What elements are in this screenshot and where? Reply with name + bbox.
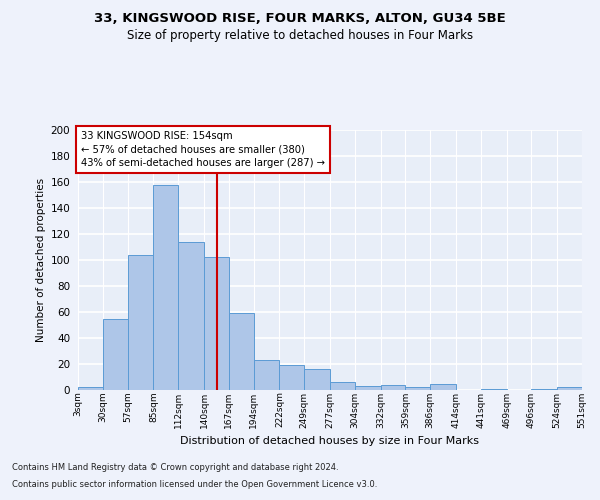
Bar bbox=[229, 314, 254, 390]
Bar bbox=[78, 388, 103, 390]
Y-axis label: Number of detached properties: Number of detached properties bbox=[37, 178, 46, 342]
Text: 33 KINGSWOOD RISE: 154sqm
← 57% of detached houses are smaller (380)
43% of semi: 33 KINGSWOOD RISE: 154sqm ← 57% of detac… bbox=[80, 132, 325, 168]
Text: Contains public sector information licensed under the Open Government Licence v3: Contains public sector information licen… bbox=[12, 480, 377, 489]
Bar bbox=[430, 384, 456, 390]
Bar bbox=[128, 255, 154, 390]
Bar bbox=[254, 360, 280, 390]
Bar bbox=[355, 386, 380, 390]
Bar bbox=[557, 388, 582, 390]
Bar bbox=[103, 318, 128, 390]
Bar bbox=[204, 258, 229, 390]
Bar bbox=[304, 369, 330, 390]
Text: Size of property relative to detached houses in Four Marks: Size of property relative to detached ho… bbox=[127, 29, 473, 42]
Bar bbox=[380, 385, 406, 390]
Text: Contains HM Land Registry data © Crown copyright and database right 2024.: Contains HM Land Registry data © Crown c… bbox=[12, 464, 338, 472]
Bar bbox=[532, 388, 557, 390]
Bar bbox=[280, 366, 304, 390]
Bar bbox=[154, 184, 178, 390]
Bar bbox=[406, 388, 430, 390]
Text: 33, KINGSWOOD RISE, FOUR MARKS, ALTON, GU34 5BE: 33, KINGSWOOD RISE, FOUR MARKS, ALTON, G… bbox=[94, 12, 506, 26]
Bar bbox=[481, 388, 506, 390]
Bar bbox=[330, 382, 355, 390]
Bar bbox=[178, 242, 204, 390]
X-axis label: Distribution of detached houses by size in Four Marks: Distribution of detached houses by size … bbox=[181, 436, 479, 446]
